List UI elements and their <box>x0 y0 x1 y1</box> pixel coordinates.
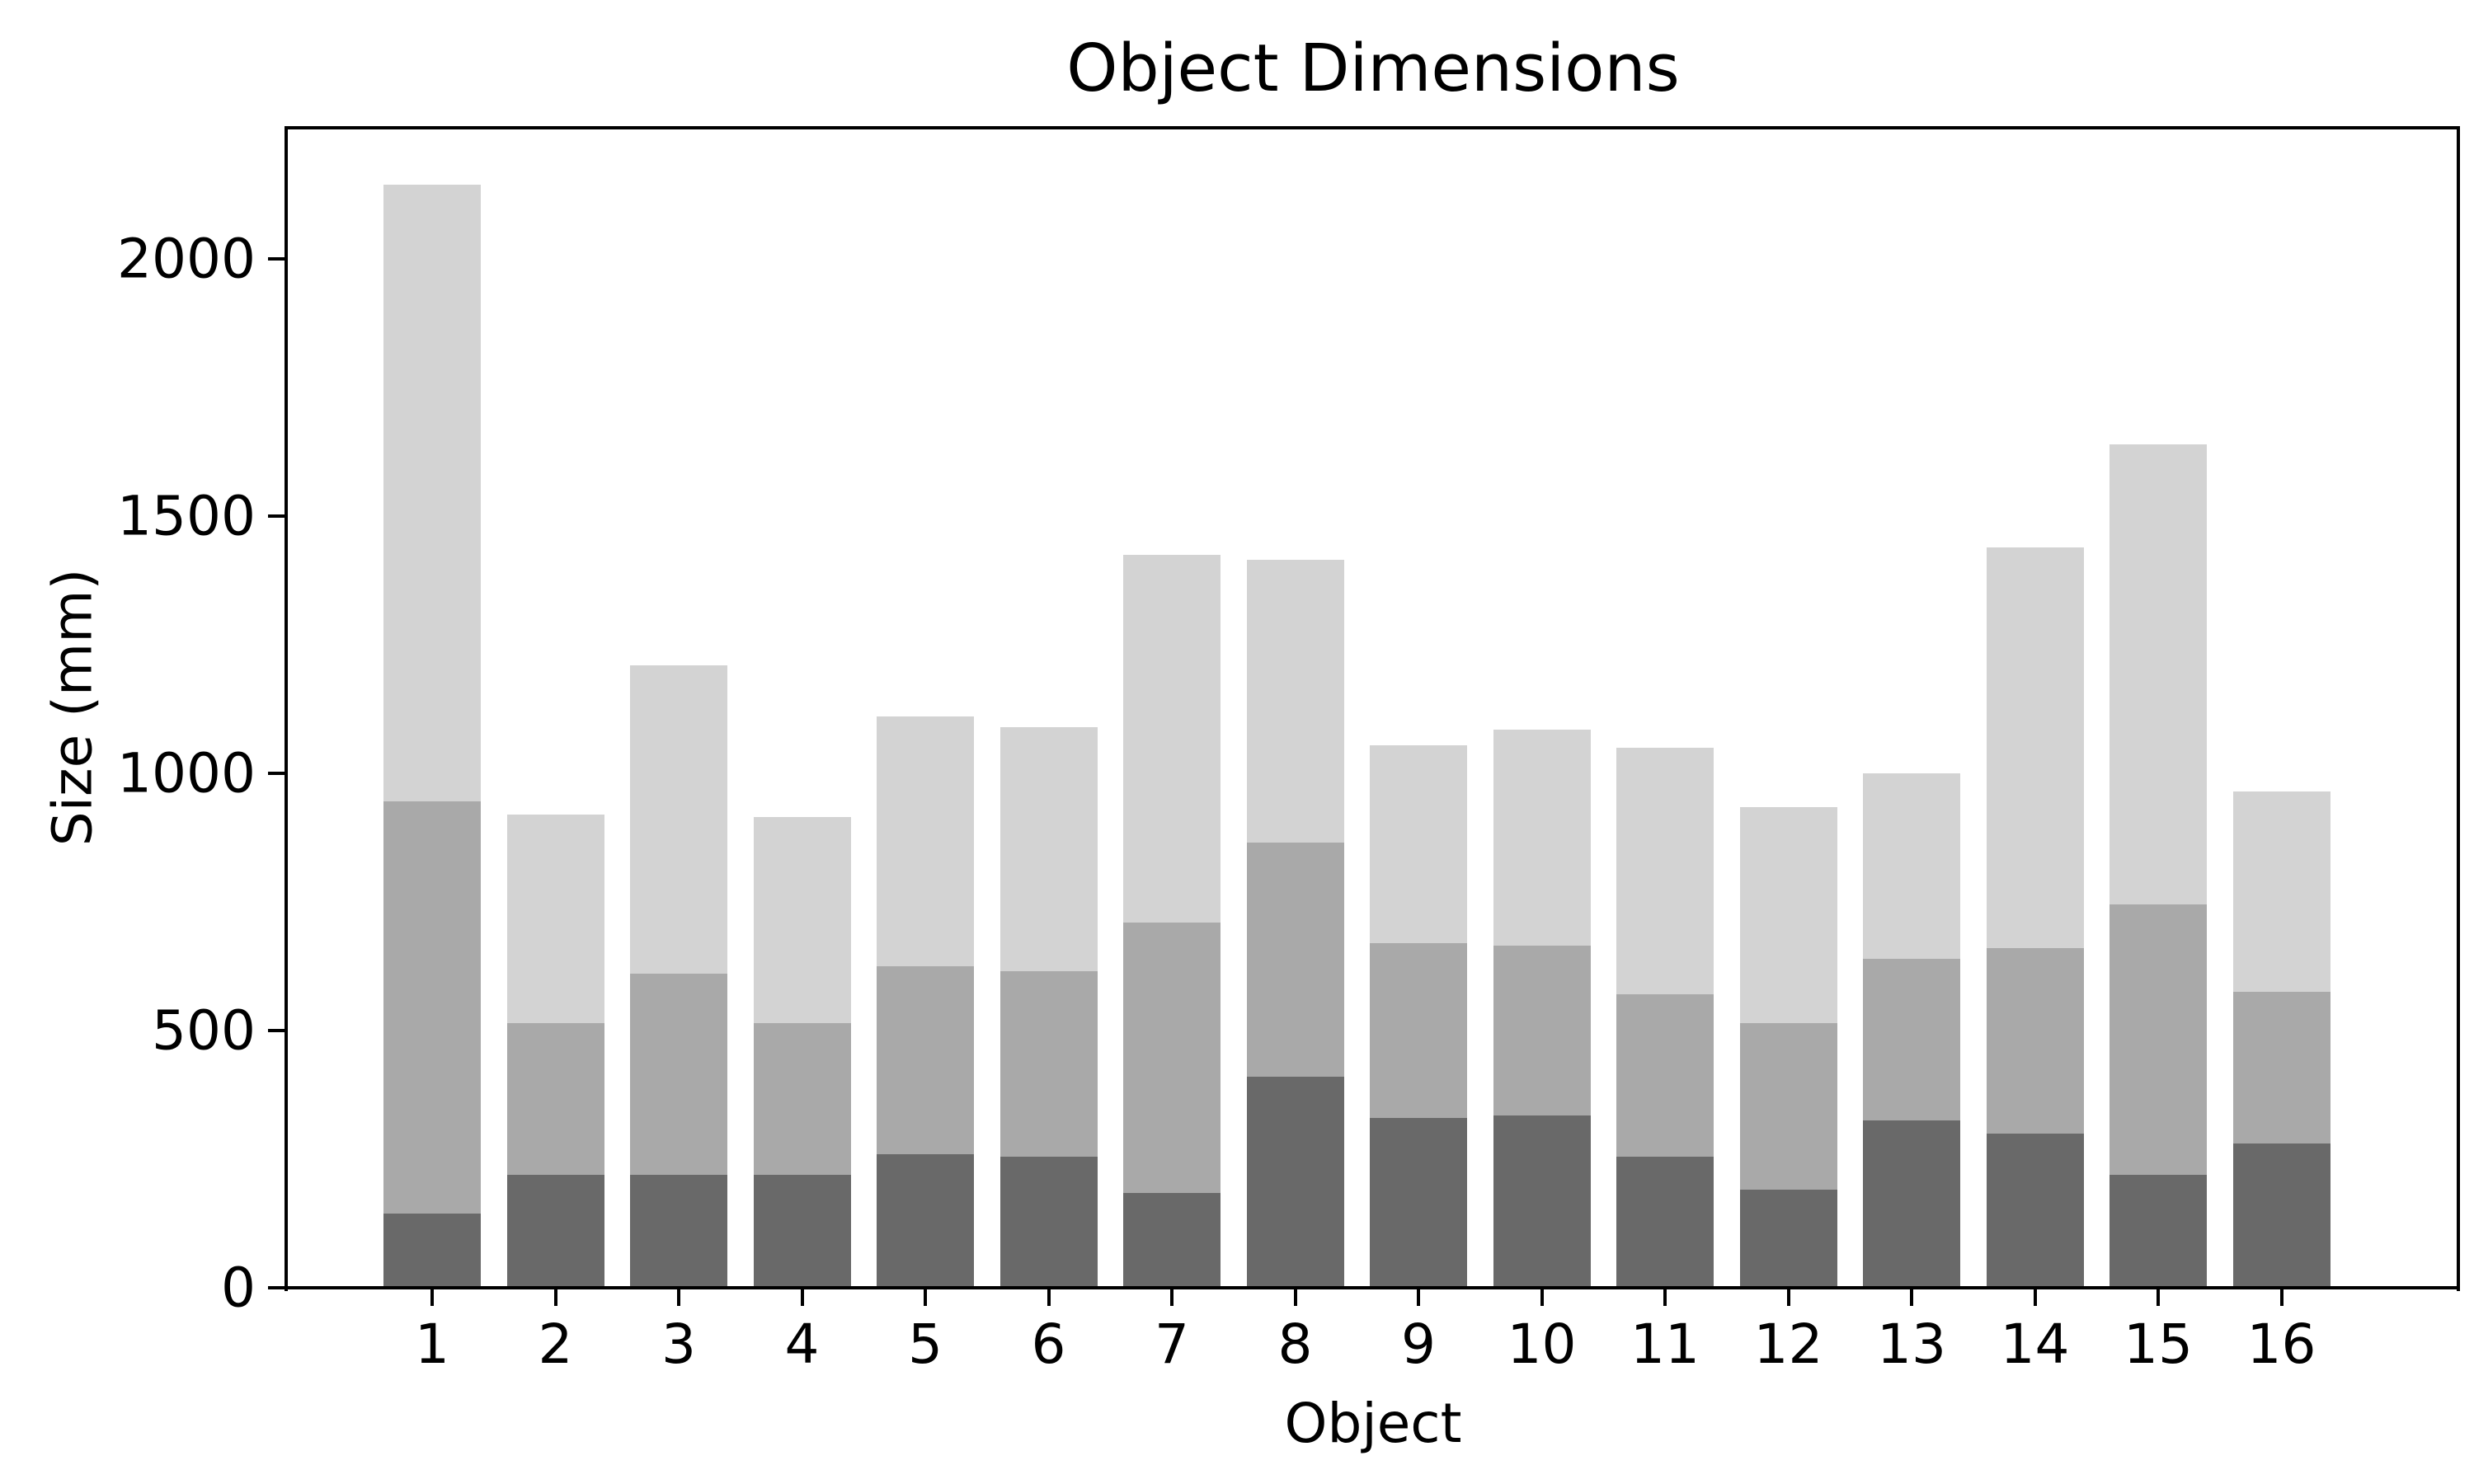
bar-10-top-segment-lightgray <box>1493 730 1591 946</box>
y-tick-label: 2000 <box>117 227 256 291</box>
x-axis-label: Object <box>1284 1392 1462 1455</box>
bar-5-bottom-segment-dimgray <box>877 1153 974 1288</box>
bar-2-middle-segment-darkgray <box>506 1022 604 1175</box>
bar-1-middle-segment-darkgray <box>383 801 481 1214</box>
x-tick-mark <box>1293 1289 1297 1306</box>
bar-14-middle-segment-darkgray <box>1986 948 2084 1134</box>
bar-3-top-segment-lightgray <box>630 665 727 974</box>
bar-9-bottom-segment-dimgray <box>1370 1118 1467 1288</box>
x-tick-mark <box>1910 1289 1913 1306</box>
x-tick-label: 4 <box>784 1313 820 1376</box>
axis-spine-top <box>285 126 2460 129</box>
x-tick-label: 10 <box>1507 1313 1577 1376</box>
y-tick-mark <box>268 514 285 519</box>
bar-11-bottom-segment-dimgray <box>1616 1156 1714 1288</box>
bar-12-top-segment-lightgray <box>1739 806 1837 1023</box>
bar-12-bottom-segment-dimgray <box>1739 1190 1837 1288</box>
x-tick-label: 8 <box>1277 1313 1313 1376</box>
bar-10-bottom-segment-dimgray <box>1493 1115 1591 1288</box>
bar-15-top-segment-lightgray <box>2109 444 2207 905</box>
x-tick-label: 5 <box>908 1313 943 1376</box>
x-tick-label: 13 <box>1877 1313 1946 1376</box>
bar-14-bottom-segment-dimgray <box>1986 1133 2084 1288</box>
bar-8-bottom-segment-dimgray <box>1246 1077 1344 1288</box>
x-tick-mark <box>677 1289 680 1306</box>
bar-11-top-segment-lightgray <box>1616 747 1714 995</box>
x-tick-label: 11 <box>1630 1313 1700 1376</box>
bar-7-middle-segment-darkgray <box>1123 922 1221 1193</box>
x-tick-label: 12 <box>1753 1313 1823 1376</box>
x-tick-mark <box>1170 1289 1174 1306</box>
x-tick-label: 6 <box>1031 1313 1066 1376</box>
bar-16-top-segment-lightgray <box>2232 791 2331 993</box>
bar-10-middle-segment-darkgray <box>1493 946 1591 1115</box>
bar-16-middle-segment-darkgray <box>2232 992 2331 1144</box>
x-tick-label: 16 <box>2246 1313 2316 1376</box>
bar-13-top-segment-lightgray <box>1863 773 1960 959</box>
bar-15-middle-segment-darkgray <box>2109 904 2207 1175</box>
x-tick-mark <box>1663 1289 1667 1306</box>
x-tick-mark <box>800 1289 804 1306</box>
bar-2-top-segment-lightgray <box>506 814 604 1023</box>
y-tick-mark <box>268 1029 285 1033</box>
bar-9-top-segment-lightgray <box>1370 744 1467 943</box>
bar-3-middle-segment-darkgray <box>630 974 727 1175</box>
x-tick-mark <box>1047 1289 1051 1306</box>
x-tick-mark <box>2279 1289 2284 1306</box>
axis-spine-right <box>2457 126 2460 1291</box>
bar-16-bottom-segment-dimgray <box>2232 1144 2331 1288</box>
y-tick-mark <box>268 257 285 261</box>
bar-11-middle-segment-darkgray <box>1616 994 1714 1157</box>
x-tick-label: 7 <box>1155 1313 1189 1376</box>
y-axis-spine-left <box>285 126 288 1291</box>
bar-6-top-segment-lightgray <box>999 726 1098 972</box>
bar-4-bottom-segment-dimgray <box>753 1174 851 1288</box>
x-tick-mark <box>1417 1289 1420 1306</box>
bar-5-top-segment-lightgray <box>877 716 974 967</box>
bar-4-middle-segment-darkgray <box>753 1022 851 1175</box>
x-tick-mark <box>553 1289 557 1306</box>
y-tick-label: 500 <box>152 998 256 1063</box>
y-tick-label: 1000 <box>117 741 256 805</box>
chart-title: Object Dimensions <box>1066 31 1680 106</box>
bar-9-middle-segment-darkgray <box>1370 942 1467 1119</box>
x-tick-label: 14 <box>2000 1313 2070 1376</box>
bar-7-bottom-segment-dimgray <box>1123 1192 1221 1288</box>
bar-4-top-segment-lightgray <box>753 817 851 1023</box>
x-tick-label: 2 <box>538 1313 573 1376</box>
bar-7-top-segment-lightgray <box>1123 554 1221 923</box>
bar-2-bottom-segment-dimgray <box>506 1174 604 1288</box>
bar-14-top-segment-lightgray <box>1986 547 2084 949</box>
y-tick-label: 0 <box>221 1256 256 1320</box>
bar-1-bottom-segment-dimgray <box>383 1213 481 1288</box>
x-tick-mark <box>1786 1289 1790 1306</box>
x-tick-label: 1 <box>415 1313 449 1376</box>
x-tick-label: 9 <box>1401 1313 1436 1376</box>
bar-3-bottom-segment-dimgray <box>630 1174 727 1288</box>
y-tick-mark <box>268 772 285 776</box>
bar-5-middle-segment-darkgray <box>877 966 974 1154</box>
bar-6-middle-segment-darkgray <box>999 971 1098 1157</box>
bar-15-bottom-segment-dimgray <box>2109 1174 2207 1288</box>
x-tick-mark <box>2033 1289 2037 1306</box>
y-tick-mark <box>268 1286 285 1289</box>
y-tick-label: 1500 <box>117 484 256 548</box>
x-tick-label: 3 <box>661 1313 696 1376</box>
x-tick-mark <box>430 1289 434 1306</box>
bar-13-bottom-segment-dimgray <box>1863 1120 1960 1288</box>
x-tick-mark <box>1540 1289 1544 1306</box>
bar-1-top-segment-lightgray <box>383 184 481 802</box>
x-axis-spine-bottom <box>285 1286 2460 1289</box>
bar-12-middle-segment-darkgray <box>1739 1022 1837 1190</box>
x-tick-mark <box>2157 1289 2160 1306</box>
x-tick-label: 15 <box>2124 1313 2193 1376</box>
bar-13-middle-segment-darkgray <box>1863 958 1960 1121</box>
bar-8-top-segment-lightgray <box>1246 560 1344 843</box>
bar-8-middle-segment-darkgray <box>1246 843 1344 1078</box>
bar-6-bottom-segment-dimgray <box>999 1156 1098 1288</box>
x-tick-mark <box>924 1289 927 1306</box>
